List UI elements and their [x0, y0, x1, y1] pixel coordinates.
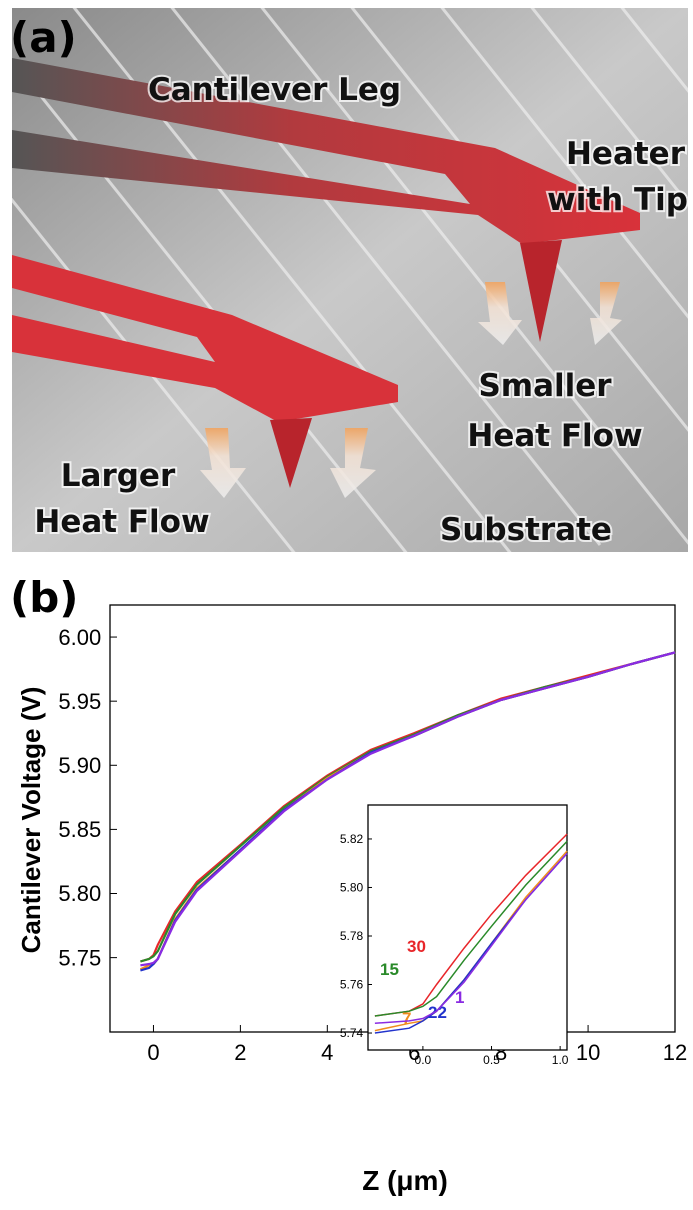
- x-tick-label: 1.0: [552, 1053, 569, 1067]
- y-tick-label: 6.00: [58, 625, 101, 650]
- label-larger: Heat Flow: [34, 504, 209, 540]
- y-tick-label: 5.85: [58, 817, 101, 842]
- label-larger: Larger: [61, 458, 176, 494]
- panel-label: (b): [10, 573, 78, 622]
- chart: 5.74 5.76 5.78 5.80 5.82 0.0 0.5 1.0 30 15 7 22 1: [340, 804, 569, 1067]
- x-tick-label: 4: [321, 1040, 333, 1065]
- lower-cantilever: [12, 255, 398, 422]
- panel-label: (a): [10, 13, 77, 62]
- y-axis-label: Cantilever Voltage (V): [16, 687, 46, 954]
- upper-tip: [520, 240, 562, 342]
- x-tick-label: 0.0: [415, 1053, 432, 1067]
- y-tick-label: 5.80: [58, 881, 101, 906]
- label-heater: with Tip: [547, 182, 688, 218]
- charts: 5.755.805.855.905.956.000 2 4 6 8 10 12Z (μm)C…: [16, 604, 687, 1196]
- heat-arrows: [200, 282, 622, 498]
- series-label: 7: [402, 1009, 411, 1028]
- x-tick-label: 2: [234, 1040, 246, 1065]
- label-smaller: Smaller: [478, 368, 612, 404]
- series-label: 1: [455, 988, 464, 1007]
- label-smaller: Heat Flow: [467, 418, 642, 454]
- series-label: 15: [380, 960, 399, 979]
- y-tick-label: 5.75: [58, 945, 101, 970]
- upper-cantilever: [12, 58, 640, 244]
- series-line: [140, 651, 676, 967]
- series-label: 22: [428, 1003, 447, 1022]
- series-label: 30: [407, 937, 426, 956]
- label-heater: Heater: [566, 136, 686, 172]
- label-cantilever-leg: Cantilever Leg: [148, 72, 401, 108]
- label-substrate: Substrate: [440, 512, 612, 548]
- y-tick-label: 5.78: [340, 929, 364, 943]
- plot-frame: [367, 804, 568, 1051]
- y-tick-label: 5.95: [58, 689, 101, 714]
- y-tick-label: 5.90: [58, 753, 101, 778]
- lower-tip: [270, 418, 312, 488]
- y-tick-label: 5.80: [340, 881, 364, 895]
- y-tick-label: 5.74: [340, 1026, 364, 1040]
- series-line: [374, 853, 568, 1025]
- series-line: [374, 840, 568, 1017]
- x-tick-label: 12: [663, 1040, 687, 1065]
- x-tick-label: 10: [576, 1040, 600, 1065]
- x-tick-label: 0: [147, 1040, 159, 1065]
- x-axis-label: Z (μm): [362, 1165, 448, 1196]
- x-tick-label: 0.5: [483, 1053, 500, 1067]
- illustration: Cantilever Leg Heater with Tip Smaller H…: [12, 8, 688, 552]
- chart: 5.755.805.855.905.956.000 2 4 6 8 10 12Z (μm)C…: [16, 604, 687, 1196]
- y-tick-label: 5.76: [340, 978, 364, 992]
- y-tick-label: 5.82: [340, 832, 364, 846]
